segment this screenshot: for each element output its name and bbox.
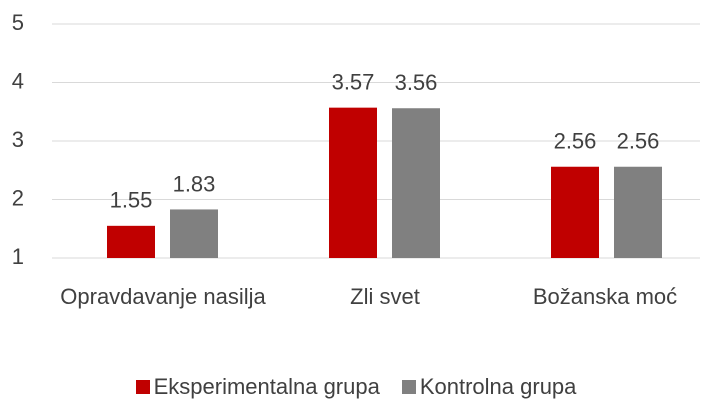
bar [170,209,218,258]
legend-swatch [401,380,416,394]
data-label: 2.56 [617,129,660,154]
legend-swatch [135,380,150,394]
y-tick-label: 5 [12,10,24,35]
bar [392,108,440,259]
bar [329,107,377,258]
data-label: 2.56 [554,129,597,154]
legend-item: Eksperimentalna grupa [135,374,380,400]
bar [107,225,155,258]
y-tick-label: 1 [12,244,24,269]
data-label: 3.57 [332,69,375,94]
x-tick-label: Zli svet [350,284,420,309]
bar [614,166,662,258]
x-tick-label: Opravdavanje nasilja [60,284,266,309]
legend-item: Kontrolna grupa [401,374,577,400]
y-tick-label: 3 [12,127,24,152]
legend-label: Kontrolna grupa [419,374,577,399]
legend-label: Eksperimentalna grupa [153,374,380,399]
y-tick-label: 4 [12,68,24,93]
legend: Eksperimentalna grupa Kontrolna grupa [0,374,712,400]
bar [551,166,599,258]
y-tick-label: 2 [12,185,24,210]
data-label: 1.55 [110,188,153,213]
x-tick-label: Božanska moć [532,284,678,309]
data-label: 1.83 [173,171,216,196]
data-label: 3.56 [395,70,438,95]
